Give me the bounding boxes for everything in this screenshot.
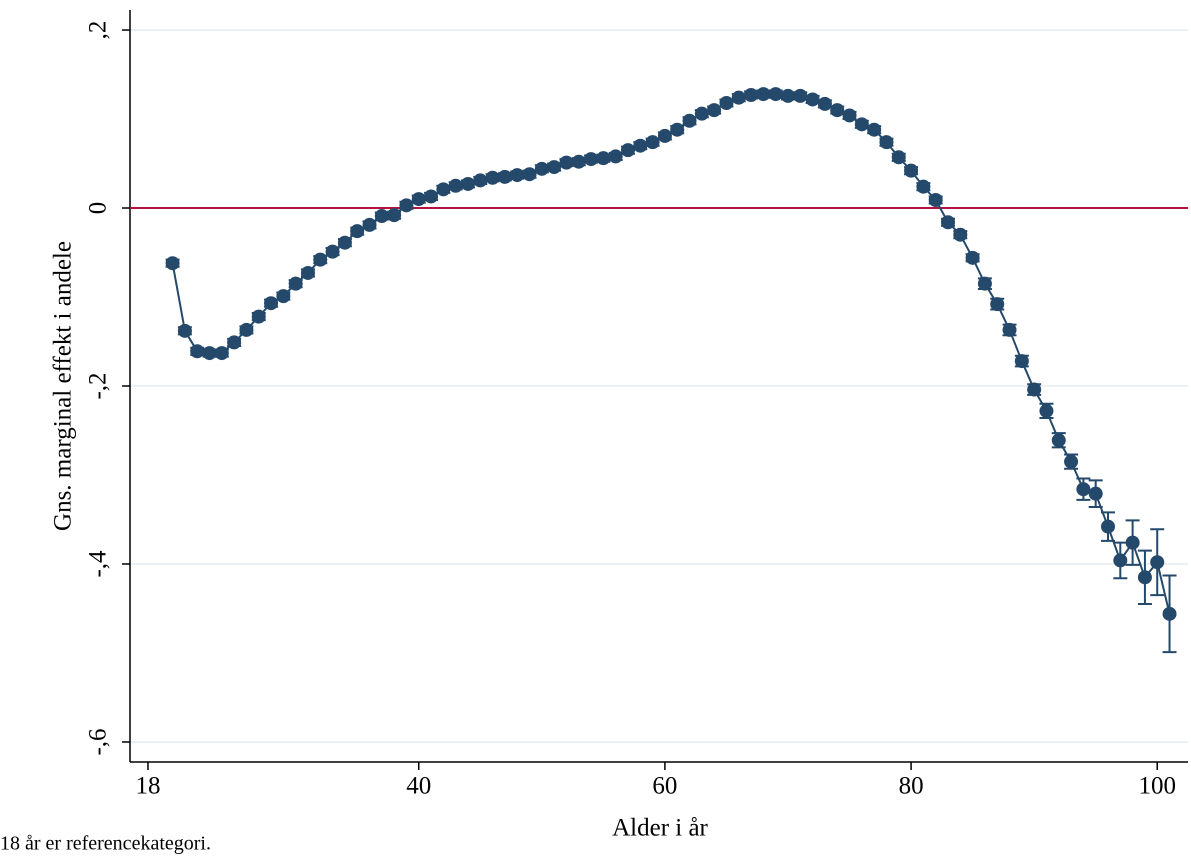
point <box>633 138 648 153</box>
point <box>547 160 562 175</box>
point <box>227 335 242 350</box>
x-tick-label: 40 <box>406 773 431 800</box>
point <box>497 169 512 184</box>
point <box>325 244 340 259</box>
point <box>424 189 439 204</box>
point <box>485 170 500 185</box>
point <box>510 168 525 183</box>
point <box>337 235 352 250</box>
footnote: 18 år er referencekategori. <box>0 833 211 855</box>
point <box>1125 535 1140 550</box>
point <box>177 323 192 338</box>
point <box>1113 553 1128 568</box>
point <box>1100 519 1115 534</box>
point <box>817 96 832 111</box>
point <box>288 276 303 291</box>
line <box>171 93 1171 615</box>
point <box>1064 454 1079 469</box>
point <box>965 250 980 265</box>
point <box>374 209 389 224</box>
point <box>719 95 734 110</box>
point <box>1039 403 1054 418</box>
point <box>707 103 722 118</box>
point <box>276 289 291 304</box>
point <box>830 103 845 118</box>
y-tick-label: -,6 <box>85 728 112 755</box>
y-tick-label: -,4 <box>85 550 112 578</box>
point <box>928 193 943 208</box>
point <box>473 173 488 188</box>
point <box>1027 382 1042 397</box>
point <box>448 178 463 193</box>
point <box>1150 555 1165 570</box>
point <box>793 88 808 103</box>
point <box>596 151 611 166</box>
x-tick-label: 80 <box>899 773 924 800</box>
point <box>608 149 623 164</box>
point <box>239 322 254 337</box>
point <box>214 346 229 361</box>
point <box>436 182 451 197</box>
x-tick-label: 18 <box>135 773 160 800</box>
x-tick-label: 60 <box>652 773 677 800</box>
point <box>940 215 955 230</box>
point <box>460 176 475 191</box>
x-tick-label: 100 <box>1138 773 1176 800</box>
y-tick-label: -,2 <box>85 372 112 399</box>
point <box>916 179 931 194</box>
point <box>522 167 537 182</box>
point <box>1014 354 1029 369</box>
point <box>645 135 660 150</box>
point <box>1002 322 1017 337</box>
point <box>805 92 820 107</box>
point <box>1051 433 1066 448</box>
point <box>362 217 377 232</box>
point <box>571 154 586 169</box>
point <box>780 88 795 103</box>
y-tick-label: ,2 <box>85 21 112 40</box>
point <box>251 309 266 324</box>
point <box>670 122 685 137</box>
point <box>264 296 279 311</box>
point <box>891 150 906 165</box>
point <box>854 117 869 132</box>
point <box>744 87 759 102</box>
point <box>694 106 709 121</box>
point <box>202 346 217 361</box>
point <box>584 152 599 167</box>
point <box>842 108 857 123</box>
point <box>399 198 414 213</box>
point <box>620 143 635 158</box>
point <box>534 161 549 176</box>
point <box>657 128 672 143</box>
point <box>953 227 968 242</box>
point <box>1137 570 1152 585</box>
x-axis-title: Alder i år <box>612 815 708 842</box>
point <box>768 87 783 102</box>
point <box>190 344 205 359</box>
point <box>1162 606 1177 621</box>
point <box>350 224 365 239</box>
point <box>165 256 180 271</box>
point <box>1088 486 1103 501</box>
point <box>387 208 402 223</box>
point <box>977 276 992 291</box>
point <box>990 297 1005 312</box>
point <box>756 87 771 102</box>
point <box>1076 482 1091 497</box>
point <box>682 113 697 128</box>
y-tick-label: 0 <box>85 202 112 215</box>
point <box>559 155 574 170</box>
point <box>879 135 894 150</box>
point <box>867 122 882 137</box>
point <box>731 90 746 105</box>
point <box>904 163 919 178</box>
point <box>411 192 426 207</box>
point <box>300 265 315 280</box>
y-axis-title: Gns. marginal effekt i andele <box>50 241 77 531</box>
point <box>313 252 328 267</box>
